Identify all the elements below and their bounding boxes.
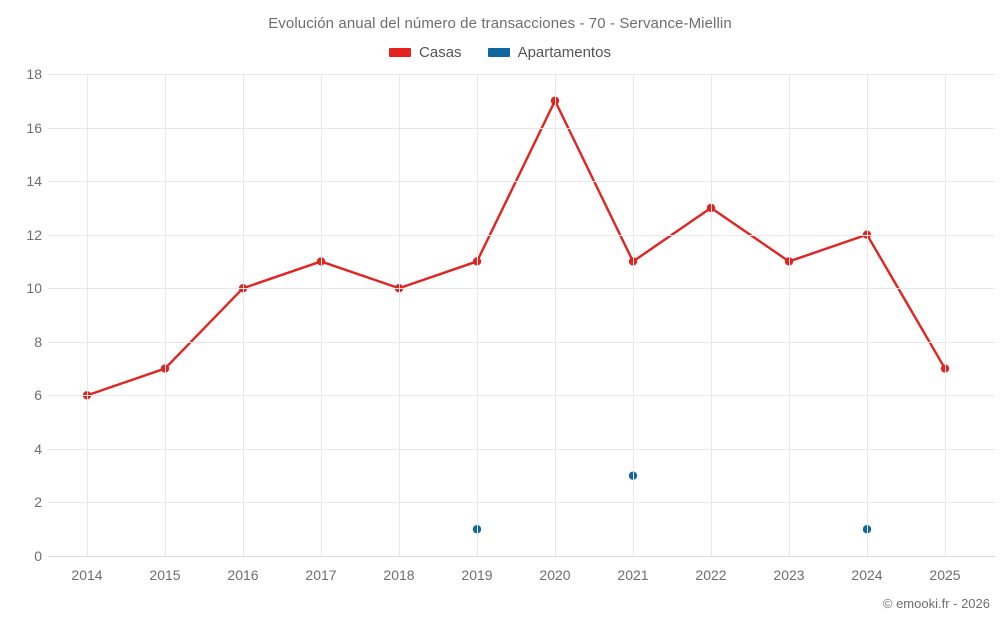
- gridline-vertical: [165, 74, 166, 556]
- gridline-vertical: [321, 74, 322, 556]
- x-axis-tick-label: 2021: [617, 567, 649, 583]
- gridline-horizontal: [48, 449, 995, 450]
- y-axis-tick-labels: 0 2 4 6 8 10 12 14 16 18: [0, 0, 42, 625]
- data-point-casas[interactable]: [472, 257, 482, 266]
- data-point-casas[interactable]: [316, 257, 326, 266]
- gridline-vertical: [789, 74, 790, 556]
- y-axis-tick-label: 12: [26, 226, 42, 243]
- x-axis-tick-label: 2016: [227, 567, 259, 583]
- data-point-apartamentos[interactable]: [472, 525, 482, 534]
- gridline-vertical: [945, 74, 946, 556]
- series-line-casas: [85, 99, 947, 397]
- legend-swatch-casas: [389, 48, 412, 57]
- gridline-vertical: [711, 74, 712, 556]
- gridline-vertical: [555, 74, 556, 556]
- y-axis-tick-label: 16: [26, 119, 42, 136]
- x-axis-tick-label: 2019: [461, 567, 493, 583]
- y-axis-tick-label: 8: [34, 333, 42, 350]
- gridline-horizontal: [48, 395, 995, 396]
- legend-item-apartamentos[interactable]: Apartamentos: [487, 44, 611, 61]
- gridline-horizontal: [48, 342, 995, 343]
- chart-legend: Casas Apartamentos: [0, 44, 1000, 61]
- chart-title: Evolución anual del número de transaccio…: [268, 15, 732, 32]
- x-axis-tick-label: 2025: [929, 567, 961, 583]
- x-axis-tick-label: 2015: [149, 567, 181, 583]
- gridline-horizontal: [48, 235, 995, 236]
- gridline-vertical: [867, 74, 868, 556]
- gridline-horizontal: [48, 181, 995, 182]
- x-axis-tick-label: 2024: [851, 567, 883, 583]
- x-axis-tick-label: 2023: [773, 567, 805, 583]
- legend-swatch-apartamentos: [487, 48, 510, 57]
- gridline-vertical: [399, 74, 400, 556]
- x-axis-tick-label: 2020: [539, 567, 571, 583]
- x-axis-tick-label: 2018: [383, 567, 415, 583]
- legend-label-casas: Casas: [419, 44, 462, 61]
- gridline-horizontal: [48, 288, 995, 289]
- plot-area: [48, 74, 995, 557]
- x-axis-tick-label: 2017: [305, 567, 337, 583]
- y-axis-tick-label: 6: [34, 387, 42, 404]
- gridline-horizontal: [48, 502, 995, 503]
- y-axis-tick-label: 4: [34, 440, 42, 457]
- legend-label-apartamentos: Apartamentos: [517, 44, 611, 61]
- y-axis-tick-label: 18: [26, 66, 42, 82]
- gridline-vertical: [477, 74, 478, 556]
- x-axis-line: [48, 556, 995, 557]
- series-layer: [82, 96, 950, 534]
- gridline-horizontal: [48, 128, 995, 129]
- y-axis-tick-label: 0: [34, 548, 42, 564]
- credit-label: © emooki.fr - 2026: [882, 596, 990, 611]
- data-point-casas[interactable]: [550, 96, 560, 105]
- y-axis-tick-label: 14: [26, 173, 42, 190]
- x-axis-tick-label: 2022: [695, 567, 727, 583]
- y-axis-tick-label: 2: [34, 494, 42, 511]
- y-axis-tick-label: 10: [26, 280, 42, 297]
- gridline-vertical: [633, 74, 634, 556]
- gridline-vertical: [87, 74, 88, 556]
- x-axis-tick-label: 2014: [71, 567, 103, 583]
- gridline-vertical: [243, 74, 244, 556]
- legend-item-casas[interactable]: Casas: [389, 44, 462, 61]
- gridline-horizontal: [48, 74, 995, 75]
